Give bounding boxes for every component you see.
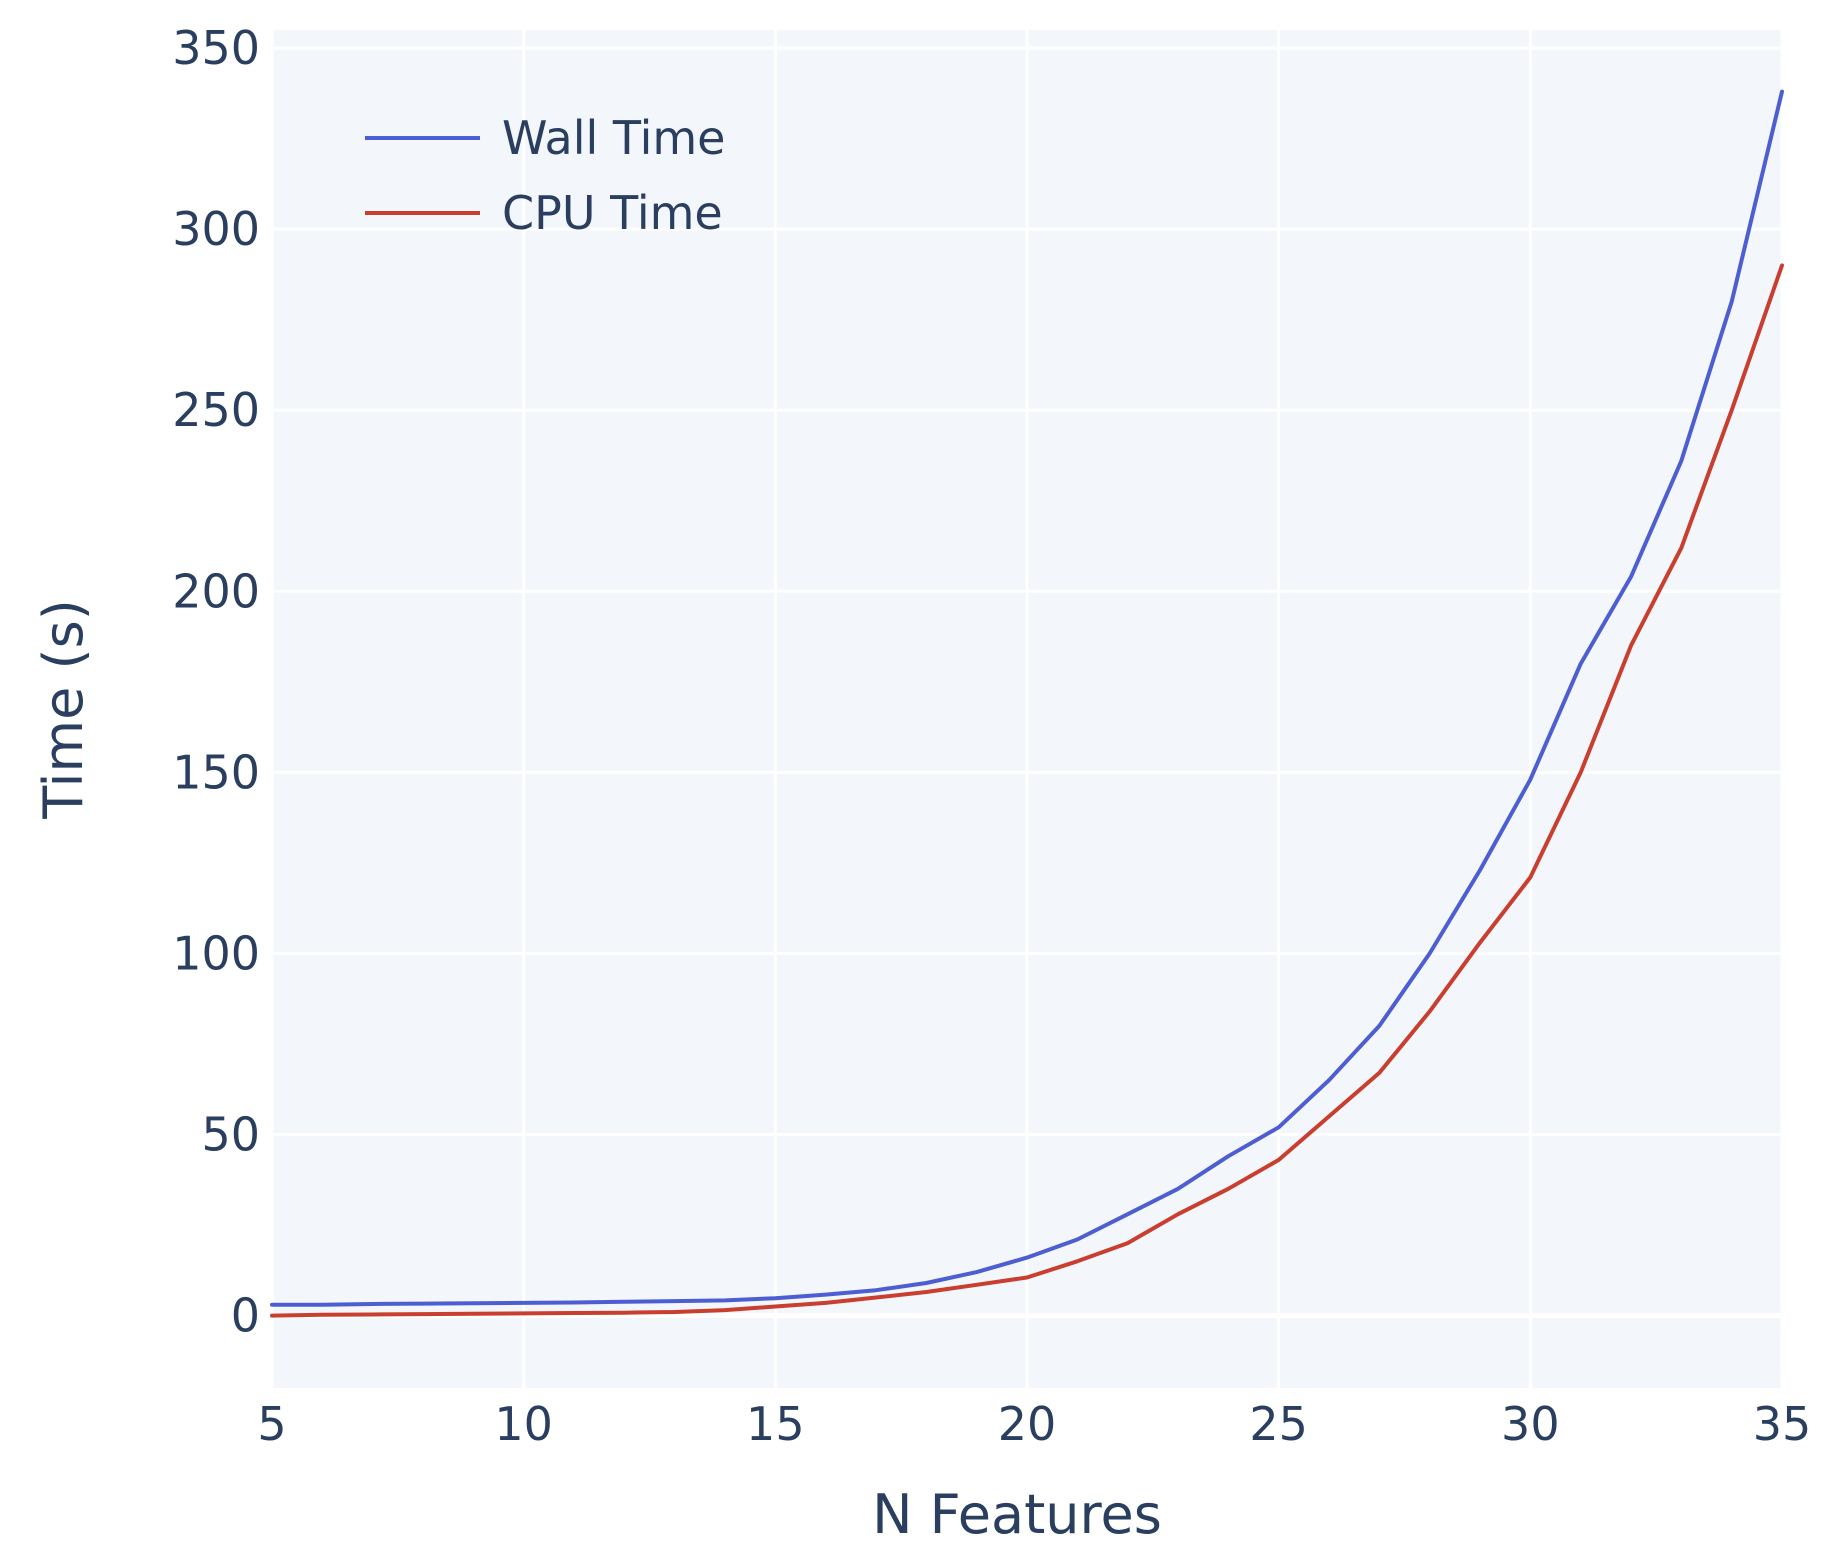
x-tick-label: 35	[1753, 1397, 1812, 1451]
x-tick-label: 30	[1501, 1397, 1560, 1451]
x-tick-label: 20	[998, 1397, 1057, 1451]
y-tick-label: 0	[231, 1289, 260, 1343]
y-tick-label: 150	[172, 745, 260, 799]
x-tick-label: 25	[1249, 1397, 1308, 1451]
y-tick-label: 200	[172, 564, 260, 618]
y-axis-ticks: 0 50 100 150 200 250 300 350	[172, 21, 260, 1342]
y-tick-label: 250	[172, 383, 260, 437]
series-line-wall-time	[270, 89, 1784, 1307]
x-tick-label: 15	[746, 1397, 805, 1451]
x-tick-label: 10	[494, 1397, 553, 1451]
legend-label-cpu-time[interactable]: CPU Time	[502, 186, 723, 240]
y-axis-title: Time (s)	[32, 599, 95, 820]
x-axis-title: N Features	[872, 1483, 1162, 1546]
series-line-cpu-time	[270, 263, 1784, 1318]
gridlines	[270, 30, 1784, 1388]
legend-label-wall-time[interactable]: Wall Time	[502, 111, 726, 165]
series-lines	[270, 89, 1784, 1318]
x-axis-ticks: 5 10 15 20 25 30 35	[257, 1397, 1811, 1451]
y-tick-label: 350	[172, 21, 260, 75]
legend[interactable]: Wall Time CPU Time	[365, 111, 726, 240]
y-tick-label: 50	[201, 1108, 260, 1162]
x-tick-label: 5	[257, 1397, 286, 1451]
y-tick-label: 100	[172, 926, 260, 980]
y-tick-label: 300	[172, 202, 260, 256]
